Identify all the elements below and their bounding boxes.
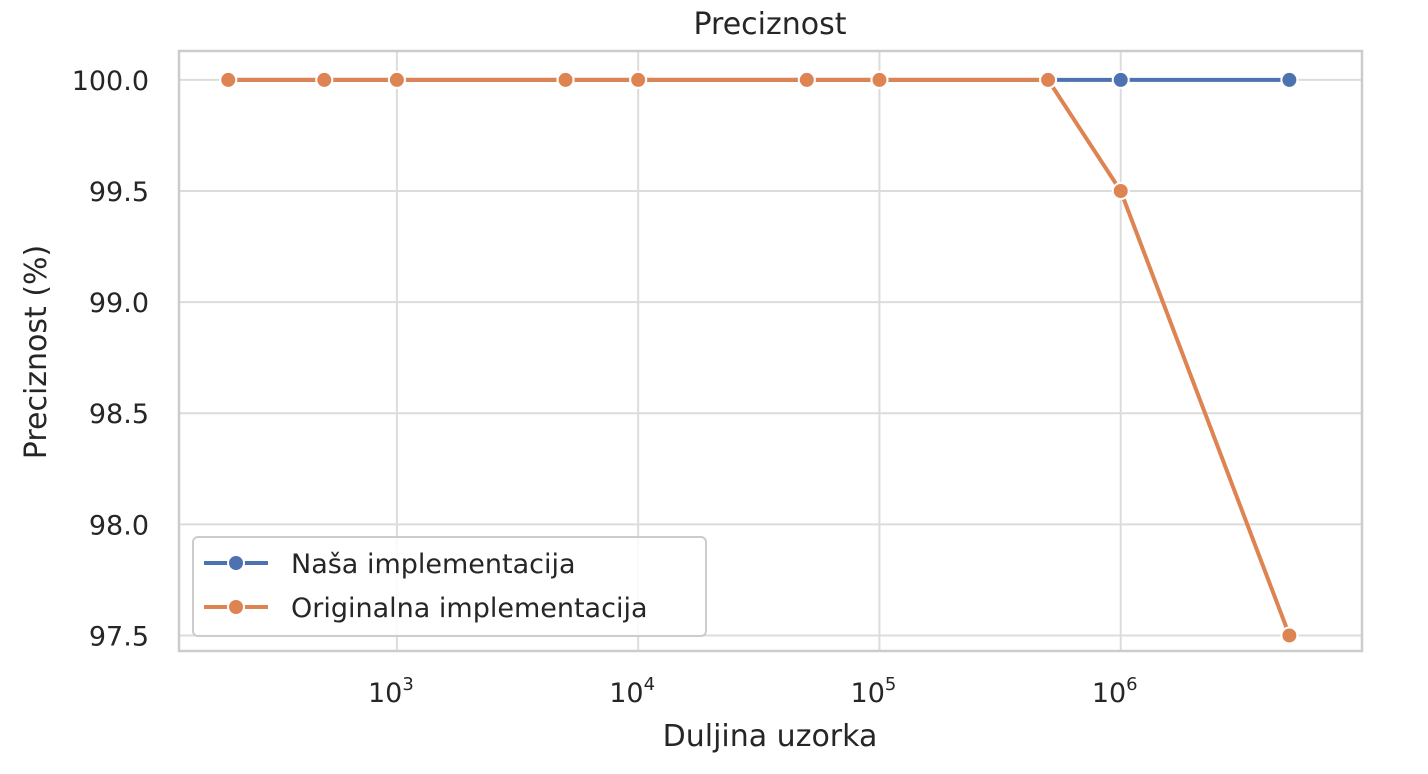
plot-frame bbox=[177, 49, 1364, 653]
data-point-series-1 bbox=[1111, 182, 1130, 200]
data-point-series-1 bbox=[1039, 70, 1058, 89]
legend-label-originalna: Originalna implementacija bbox=[291, 593, 648, 624]
data-point-series-0 bbox=[1280, 70, 1299, 89]
data-point-series-1 bbox=[315, 70, 334, 89]
data-point-series-1 bbox=[797, 70, 816, 89]
chart-title: Preciznost bbox=[693, 7, 846, 42]
data-point-series-1 bbox=[556, 70, 575, 89]
x-tick-label: 105 bbox=[851, 674, 897, 709]
y-tick-label: 99.5 bbox=[89, 177, 149, 208]
series-markers bbox=[219, 70, 1299, 645]
x-tick-labels: 103 104 105 106 bbox=[368, 674, 1138, 709]
y-tick-label: 100.0 bbox=[72, 66, 149, 97]
y-tick-label: 99.0 bbox=[89, 288, 149, 319]
y-tick-label: 98.5 bbox=[89, 399, 149, 430]
data-point-series-1 bbox=[387, 70, 406, 89]
x-tick-label: 106 bbox=[1092, 674, 1138, 709]
series-lines bbox=[226, 77, 1292, 638]
y-axis-label: Preciznost (%) bbox=[19, 245, 54, 459]
y-tick-labels: 100.0 99.5 99.0 98.5 98.0 97.5 bbox=[72, 66, 149, 653]
legend-marker-originalna bbox=[227, 598, 245, 616]
legend: Naša implementacija Originalna implement… bbox=[192, 536, 707, 637]
series-line-1 bbox=[226, 77, 1292, 638]
legend-box bbox=[192, 536, 707, 637]
legend-label-nasa: Naša implementacija bbox=[291, 549, 576, 580]
x-axis-label: Duljina uzorka bbox=[663, 719, 878, 754]
legend-marker-nasa bbox=[227, 554, 245, 572]
data-point-series-1 bbox=[219, 70, 238, 89]
data-point-series-0 bbox=[1111, 70, 1130, 89]
data-point-series-1 bbox=[870, 70, 889, 89]
data-point-series-1 bbox=[1280, 626, 1299, 645]
y-tick-label: 97.5 bbox=[89, 621, 149, 652]
data-point-series-1 bbox=[629, 70, 648, 89]
x-tick-label: 104 bbox=[609, 674, 655, 709]
x-tick-label: 103 bbox=[368, 674, 414, 709]
y-tick-label: 98.0 bbox=[89, 510, 149, 541]
